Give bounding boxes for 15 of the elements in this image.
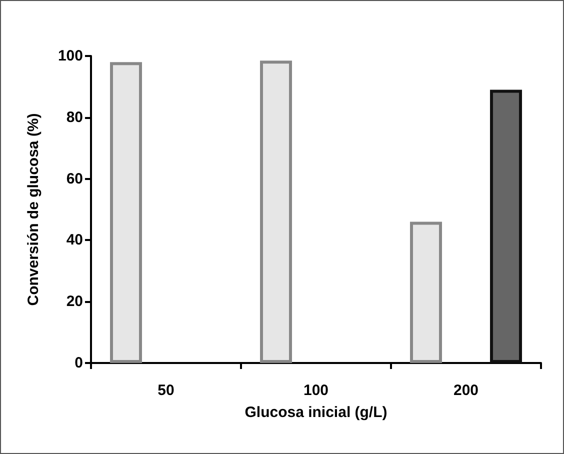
y-tick-label: 0 xyxy=(74,354,83,372)
x-tick-label: 200 xyxy=(453,382,479,399)
bar xyxy=(110,62,142,363)
x-tick-label: 100 xyxy=(303,382,329,399)
y-tick-label: 20 xyxy=(66,293,83,310)
bar xyxy=(410,222,442,363)
y-axis-title: Conversión de glucosa (%) xyxy=(25,113,42,306)
y-tick-label: 60 xyxy=(66,170,83,188)
y-tick-label: 100 xyxy=(58,48,83,64)
bar xyxy=(490,90,522,363)
x-tick-label: 50 xyxy=(158,382,174,399)
y-tick-label: 80 xyxy=(66,108,83,126)
y-tick-label: 40 xyxy=(66,232,83,249)
x-axis-title: Glucosa inicial (g/L) xyxy=(244,404,388,421)
bar xyxy=(260,60,292,363)
